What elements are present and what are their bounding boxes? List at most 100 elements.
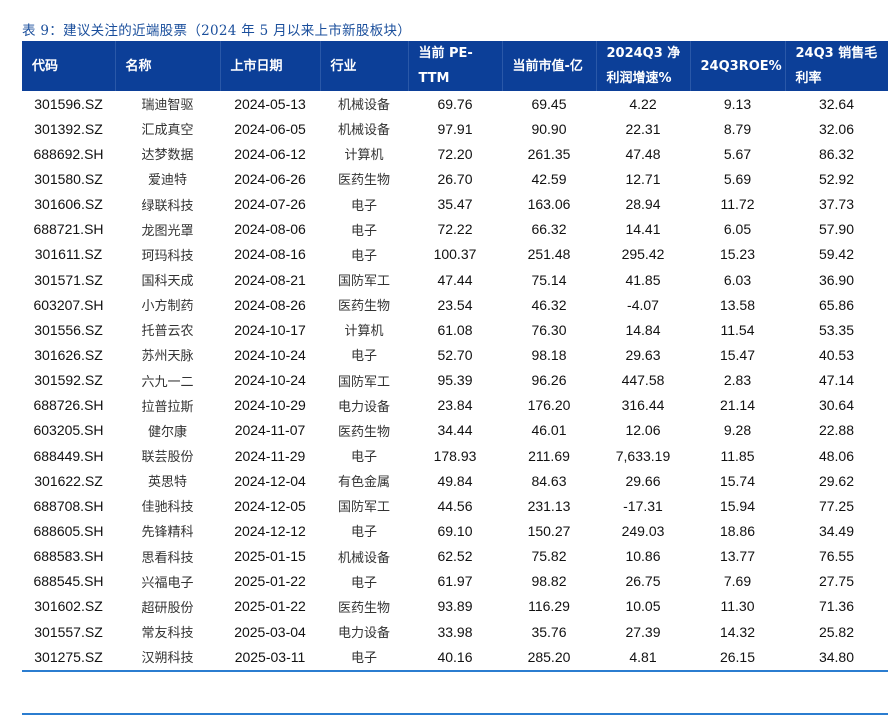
cell-listing-date: 2024-11-07 — [234, 422, 306, 439]
table-row: 688726.SH 拉普拉斯 2024-10-29 电力设备 23.84 176.20 31… — [22, 393, 888, 418]
cell-roe: 6.05 — [723, 221, 752, 238]
cell-market-cap: 90.90 — [531, 120, 567, 137]
cell-market-cap: 116.29 — [528, 598, 570, 615]
cell-industry: 国防军工 — [337, 500, 390, 516]
cell-gross-margin: 59.42 — [818, 246, 855, 263]
cell-code: 688708.SH — [33, 497, 104, 514]
cell-listing-date: 2024-10-17 — [234, 321, 306, 338]
cell-pe-ttm: 178.93 — [433, 447, 477, 464]
cell-gross-margin: 47.14 — [818, 372, 855, 389]
cell-roe: 14.32 — [719, 623, 756, 640]
cell-profit-growth: 14.41 — [625, 221, 661, 238]
cell-industry: 电子 — [350, 575, 377, 591]
cell-code: 301275.SZ — [34, 648, 103, 665]
cell-code: 688692.SH — [33, 145, 104, 162]
cell-profit-growth: 22.31 — [625, 120, 661, 137]
cell-roe: 9.28 — [723, 422, 752, 439]
cell-code: 301556.SZ — [34, 321, 103, 338]
cell-profit-growth: -17.31 — [623, 497, 663, 514]
table-title: 表 9：建议关注的近端股票（2024 年 5 月以来上市新股板块） — [22, 23, 412, 39]
cell-name: 六九一二 — [141, 374, 194, 390]
cell-code: 301611.SZ — [34, 246, 103, 263]
cell-gross-margin: 32.64 — [818, 95, 855, 112]
table-row: 301611.SZ 珂玛科技 2024-08-16 电子 100.37 251.48 295… — [22, 242, 888, 267]
cell-listing-date: 2024-05-13 — [234, 95, 306, 112]
table-row: 603205.SH 健尔康 2024-11-07 医药生物 34.44 46.01 12.0… — [22, 418, 888, 443]
cell-profit-growth: 249.03 — [621, 522, 665, 539]
cell-industry: 机械设备 — [337, 550, 390, 566]
cell-name: 健尔康 — [147, 424, 187, 440]
table-row: 301592.SZ 六九一二 2024-10-24 国防军工 95.39 96.26 447… — [22, 368, 888, 393]
cell-profit-growth: 4.22 — [629, 95, 657, 112]
cell-pe-ttm: 23.84 — [437, 397, 473, 414]
header-industry: 行业 — [319, 41, 408, 91]
cell-pe-ttm: 95.39 — [437, 372, 473, 389]
cell-code: 688583.SH — [33, 548, 104, 565]
cell-listing-date: 2024-08-26 — [234, 296, 306, 313]
cell-gross-margin: 57.90 — [818, 221, 855, 238]
cell-code: 688605.SH — [33, 522, 104, 539]
header-name: 名称 — [114, 41, 220, 91]
table-row: 301580.SZ 爱迪特 2024-06-26 医药生物 26.70 42.59 12.7… — [22, 166, 888, 191]
cell-roe: 11.30 — [720, 598, 755, 615]
cell-profit-growth: 7,633.19 — [615, 447, 671, 464]
cell-industry: 电子 — [350, 248, 377, 264]
cell-pe-ttm: 62.52 — [437, 548, 473, 565]
cell-name: 英思特 — [147, 475, 187, 491]
stock-table: 代码 名称 上市日期 行业 当前 PE-TTM 当前市值-亿 2024Q3 净利润增速% 24… — [22, 41, 888, 669]
cell-industry: 国防军工 — [337, 274, 390, 290]
cell-roe: 8.79 — [723, 120, 752, 137]
cell-market-cap: 176.20 — [527, 397, 571, 414]
cell-profit-growth: 447.58 — [621, 372, 665, 389]
cell-name: 爱迪特 — [147, 173, 187, 189]
cell-profit-growth: 316.44 — [621, 397, 665, 414]
cell-code: 603207.SH — [33, 296, 104, 313]
table-row: 301392.SZ 汇成真空 2024-06-05 机械设备 97.91 90.90 22.… — [22, 116, 888, 141]
cell-market-cap: 75.82 — [531, 548, 567, 565]
cell-listing-date: 2024-06-12 — [234, 145, 306, 162]
table-bottom-rule — [22, 670, 888, 672]
cell-code: 301606.SZ — [34, 196, 103, 213]
cell-gross-margin: 52.92 — [818, 170, 855, 187]
cell-pe-ttm: 49.84 — [437, 472, 473, 489]
cell-gross-margin: 77.25 — [818, 497, 855, 514]
table-row: 301275.SZ 汉朔科技 2025-03-11 电子 40.16 285.20 4.81… — [22, 644, 888, 669]
cell-pe-ttm: 72.20 — [437, 145, 473, 162]
cell-pe-ttm: 72.22 — [437, 221, 473, 238]
cell-roe: 11.54 — [720, 321, 755, 338]
cell-industry: 电子 — [350, 525, 377, 541]
cell-pe-ttm: 69.10 — [437, 522, 473, 539]
cell-profit-growth: 10.05 — [625, 598, 661, 615]
table-row: 688605.SH 先锋精科 2024-12-12 电子 69.10 150.27 249.… — [22, 518, 888, 543]
cell-industry: 计算机 — [344, 324, 384, 340]
cell-roe: 15.23 — [719, 246, 756, 263]
cell-roe: 7.69 — [723, 573, 752, 590]
cell-name: 瑞迪智驱 — [141, 98, 194, 114]
cell-code: 301392.SZ — [34, 120, 103, 137]
table-row: 688449.SH 联芸股份 2024-11-29 电子 178.93 211.69 7,6… — [22, 443, 888, 468]
cell-listing-date: 2025-03-04 — [234, 623, 306, 640]
table-header: 代码 名称 上市日期 行业 当前 PE-TTM 当前市值-亿 2024Q3 净利润增速% 24… — [22, 41, 888, 91]
cell-listing-date: 2024-11-29 — [234, 447, 306, 464]
cell-pe-ttm: 44.56 — [437, 497, 473, 514]
cell-name: 龙图光罩 — [141, 223, 194, 239]
cell-market-cap: 35.76 — [531, 623, 567, 640]
cell-roe: 6.03 — [723, 271, 752, 288]
cell-pe-ttm: 61.97 — [437, 573, 473, 590]
cell-gross-margin: 34.80 — [818, 648, 855, 665]
cell-gross-margin: 36.90 — [818, 271, 855, 288]
cell-listing-date: 2024-12-04 — [234, 472, 306, 489]
cell-market-cap: 231.13 — [527, 497, 571, 514]
cell-gross-margin: 27.75 — [818, 573, 855, 590]
cell-name: 汇成真空 — [141, 123, 194, 139]
cell-listing-date: 2024-12-05 — [234, 497, 306, 514]
cell-profit-growth: -4.07 — [627, 296, 659, 313]
cell-listing-date: 2024-12-12 — [234, 522, 306, 539]
cell-name: 托普云农 — [141, 324, 194, 340]
cell-industry: 计算机 — [344, 148, 384, 164]
cell-market-cap: 46.32 — [531, 296, 567, 313]
cell-name: 先锋精科 — [141, 525, 194, 541]
cell-pe-ttm: 97.91 — [437, 120, 473, 137]
cell-market-cap: 69.45 — [531, 95, 567, 112]
table-row: 301557.SZ 常友科技 2025-03-04 电力设备 33.98 35.76 27.… — [22, 619, 888, 644]
